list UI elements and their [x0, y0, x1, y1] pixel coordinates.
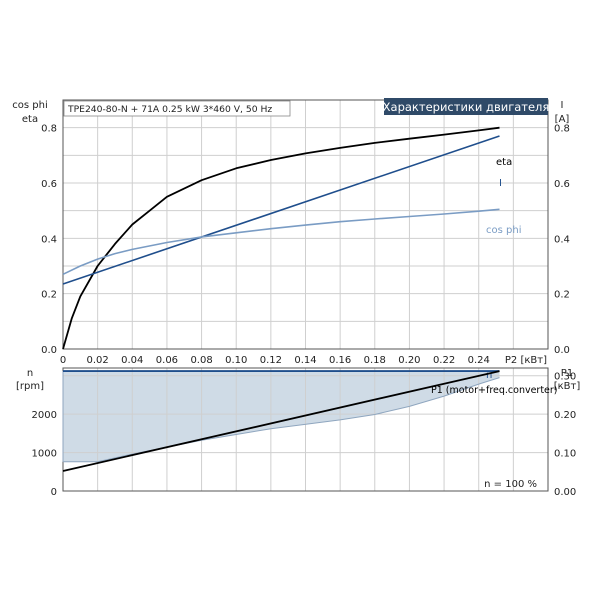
top-xtick-label: 0.24: [468, 355, 490, 366]
n-range-area: [63, 371, 500, 462]
series-line-cos-phi: [62, 208, 500, 276]
series-line-p1: [62, 370, 500, 472]
bottom-ytick-label-right: 0.10: [554, 449, 576, 460]
top-ytick-label-left: 0.4: [41, 234, 57, 245]
speed-annotation: n = 100 %: [484, 479, 537, 490]
bottom-ytick-label-right: 0.00: [554, 487, 576, 498]
series-label-I: I: [499, 178, 502, 189]
top-ytick-label-right: 0.4: [554, 234, 570, 245]
bottom-ytick-label-left: 0: [51, 487, 57, 498]
top-xtick-label: 0: [60, 355, 66, 366]
series-label-n: n: [486, 370, 492, 381]
top-xtick-label: 0.20: [398, 355, 420, 366]
top-yaxis-label-cosphi: cos phi: [12, 100, 47, 111]
top-xtick-label: 0.08: [190, 355, 212, 366]
top-xtick-label: 0.16: [329, 355, 351, 366]
bottom-yaxis-label-kw: [кВт]: [554, 381, 581, 392]
bottom-yaxis-label-n: n: [27, 368, 33, 379]
top-ytick-label-right: 0.8: [554, 124, 570, 135]
top-plot-frame: [62, 99, 549, 350]
top-yaxis-label-I: I: [561, 100, 564, 111]
top-ytick-label-left: 0.0: [41, 345, 57, 356]
series-label-cosphi: cos phi: [486, 225, 521, 236]
top-ytick-label-left: 0.8: [41, 124, 57, 135]
top-xtick-label: 0.22: [433, 355, 455, 366]
top-xaxis-label: P2 [кВт]: [505, 355, 547, 366]
top-yaxis-label-unit: [A]: [555, 114, 570, 125]
top-xtick-label: 0.10: [225, 355, 247, 366]
n-range-lower-line: [63, 377, 500, 463]
series-label-eta: eta: [496, 157, 512, 168]
top-ytick-label-left: 0.6: [41, 179, 57, 190]
bottom-ytick-label-left: 1000: [32, 449, 57, 460]
top-yaxis-label-eta: eta: [22, 114, 38, 125]
top-xtick-label: 0.12: [260, 355, 282, 366]
top-ytick-label-right: 0.0: [554, 345, 570, 356]
series-line-i: [62, 135, 500, 285]
bottom-ytick-label-left: 2000: [32, 410, 57, 421]
chart-title: Характеристики двигателя: [383, 100, 550, 114]
title-box: [384, 98, 548, 115]
bottom-yaxis-label-rpm: [rpm]: [16, 381, 44, 392]
top-xtick-label: 0.04: [121, 355, 143, 366]
bottom-yaxis-label-p1: P1: [561, 368, 573, 379]
chart-subtitle: TPE240-80-N + 71A 0.25 kW 3*460 V, 50 Hz: [67, 104, 272, 115]
series-line-eta: [62, 126, 500, 350]
series-label-p1: P1 (motor+freq.converter): [431, 385, 558, 396]
top-xtick-label: 0.14: [294, 355, 316, 366]
top-xtick-label: 0.02: [87, 355, 109, 366]
subtitle-box: [63, 100, 291, 117]
top-xtick-label: 0.18: [364, 355, 386, 366]
top-ytick-label-right: 0.2: [554, 290, 570, 301]
bottom-ytick-label-right: 0.30: [554, 372, 576, 383]
top-ytick-label-right: 0.6: [554, 179, 570, 190]
top-xtick-label: 0.06: [156, 355, 178, 366]
top-ytick-label-left: 0.2: [41, 290, 57, 301]
bottom-ytick-label-right: 0.20: [554, 410, 576, 421]
